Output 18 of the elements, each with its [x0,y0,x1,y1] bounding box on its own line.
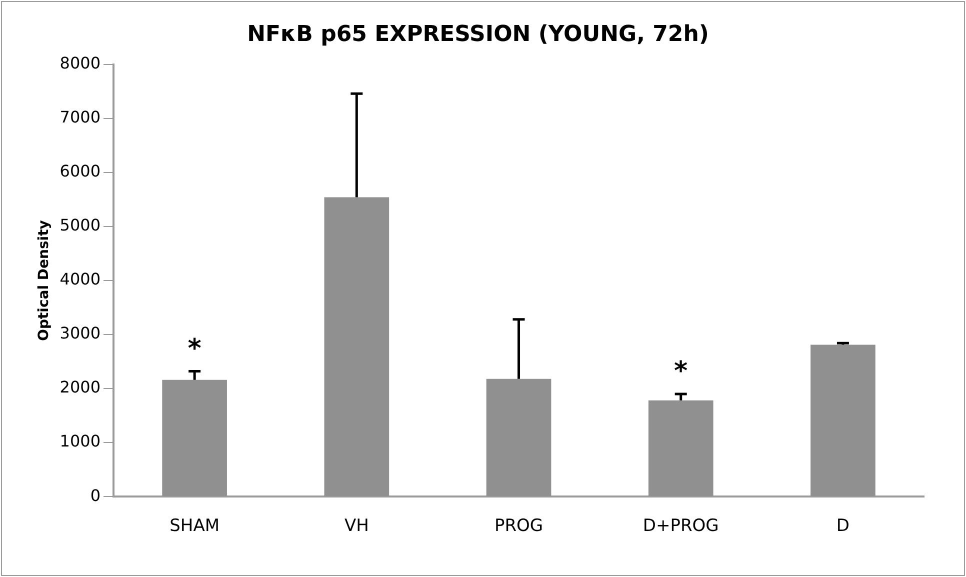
x-tick-label: D [836,516,850,536]
y-tick-label: 0 [90,486,101,505]
x-tick-label: VH [344,516,369,536]
y-tick-label: 6000 [60,162,101,181]
y-tick-label: 8000 [60,54,101,73]
y-tick-label: 4000 [60,270,101,289]
x-tick-label: PROG [494,516,544,536]
y-tick-label: 7000 [60,108,101,127]
annotation: * [188,334,202,364]
y-tick-label: 2000 [60,378,101,397]
y-tick-label: 1000 [60,432,101,451]
x-tick-label: D+PROG [642,516,719,536]
x-tick-label: SHAM [170,516,220,536]
y-tick-label: 3000 [60,324,101,343]
y-tick-label: 5000 [60,216,101,235]
chart-title: NFκB p65 EXPRESSION (YOUNG, 72h) [247,22,709,47]
annotation: * [674,356,688,387]
y-axis-title: Optical Density [36,220,52,341]
